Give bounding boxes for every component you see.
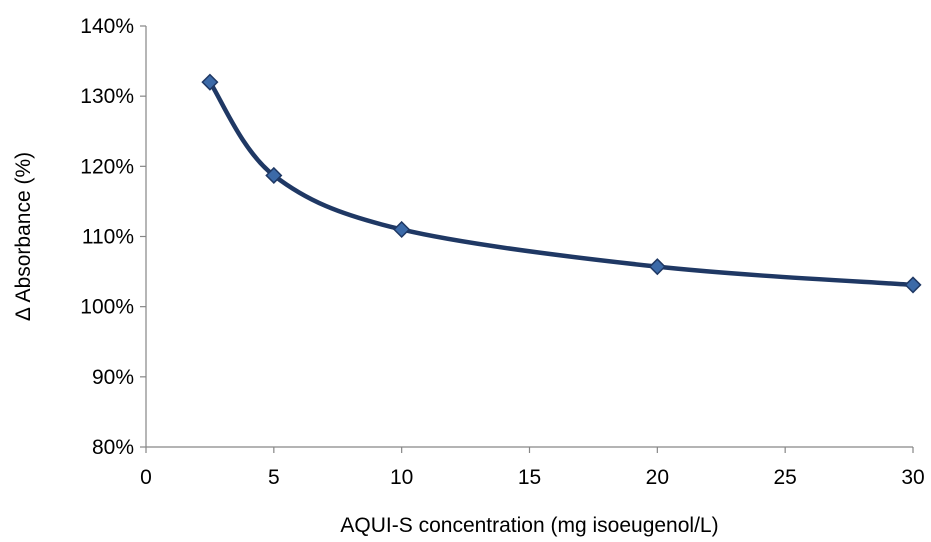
x-axis-ticks: 0 5 10 15 20 25 30	[140, 447, 925, 489]
data-point-marker	[648, 258, 666, 276]
series-layer	[201, 73, 922, 294]
x-tick-label: 5	[268, 466, 280, 489]
y-axis-ticks: 80% 90% 100% 110% 120% 130% 140%	[80, 15, 146, 459]
x-tick-label: 10	[390, 466, 413, 489]
axes: 80% 90% 100% 110% 120% 130% 140% 0 5 10 15 20 25 30	[80, 15, 924, 489]
data-point-marker	[393, 220, 411, 239]
x-tick-label: 25	[773, 466, 796, 489]
data-point-marker	[201, 73, 219, 91]
y-axis-title: Δ Absorbance (%)	[12, 152, 35, 321]
x-tick-label: 20	[646, 466, 669, 489]
y-tick-label: 80%	[92, 436, 134, 459]
x-tick-label: 30	[901, 466, 924, 489]
data-point-marker	[265, 166, 283, 185]
y-tick-label: 110%	[82, 226, 134, 249]
x-tick-label: 0	[140, 466, 152, 489]
y-tick-label: 90%	[92, 366, 134, 389]
x-tick-label: 15	[518, 466, 541, 489]
data-point-marker	[904, 276, 922, 294]
series-line	[207, 79, 916, 288]
y-tick-label: 130%	[80, 85, 134, 108]
y-tick-label: 140%	[80, 15, 134, 38]
y-tick-label: 100%	[80, 296, 134, 319]
y-tick-label: 120%	[80, 155, 134, 178]
x-axis-title: AQUI-S concentration (mg isoeugenol/L)	[340, 514, 718, 537]
